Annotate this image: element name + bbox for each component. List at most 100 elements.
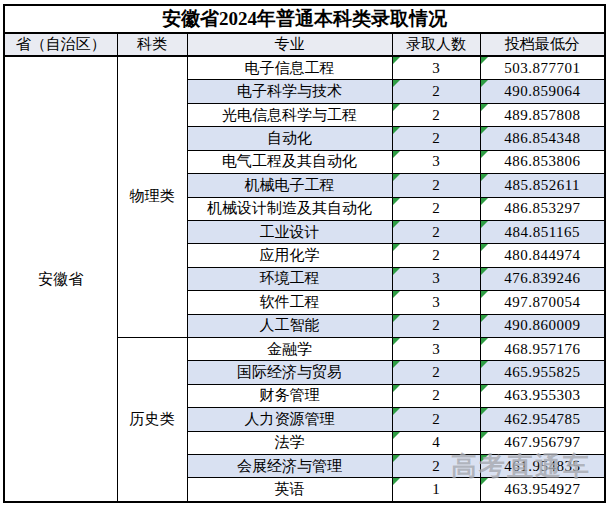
admission-table: 安徽省2024年普通本科类录取情况 省（自治区） 科类 专业 录取人数 投档最低… xyxy=(3,4,606,503)
major-cell: 国际经济与贸易 xyxy=(187,361,392,384)
admit-count: 2 xyxy=(432,177,440,193)
min-score-cell: 463.955303 xyxy=(480,384,605,407)
min-score: 489.857808 xyxy=(504,107,580,123)
category-cell-physics: 物理类 xyxy=(117,56,187,337)
admit-count: 2 xyxy=(432,317,440,333)
province-cell: 安徽省 xyxy=(4,56,117,502)
col-header-category: 科类 xyxy=(117,33,187,56)
excel-flag-triangle-icon xyxy=(393,221,400,228)
admit-count: 3 xyxy=(432,294,440,310)
major-cell: 机械电子工程 xyxy=(187,174,392,197)
min-score-cell: 463.954927 xyxy=(480,478,605,502)
excel-flag-triangle-icon xyxy=(393,338,400,345)
major-cell: 工业设计 xyxy=(187,220,392,243)
admit-count-cell: 2 xyxy=(392,314,480,337)
min-score: 463.954927 xyxy=(504,481,580,497)
min-score-cell: 486.854348 xyxy=(480,127,605,150)
admit-count-cell: 1 xyxy=(392,478,480,502)
admit-count: 2 xyxy=(432,458,440,474)
excel-flag-triangle-icon xyxy=(393,455,400,462)
excel-flag-triangle-icon xyxy=(393,57,400,64)
major-cell: 软件工程 xyxy=(187,291,392,314)
excel-flag-triangle-icon xyxy=(393,361,400,368)
major-cell: 金融学 xyxy=(187,337,392,360)
min-score: 467.956797 xyxy=(504,434,580,450)
major-cell: 人工智能 xyxy=(187,314,392,337)
excel-flag-triangle-icon xyxy=(481,338,488,345)
min-score: 486.854348 xyxy=(504,130,580,146)
min-score: 486.853806 xyxy=(504,153,580,169)
excel-flag-triangle-icon xyxy=(481,291,488,298)
admit-count-cell: 2 xyxy=(392,361,480,384)
min-score-cell: 467.956797 xyxy=(480,431,605,454)
excel-flag-triangle-icon xyxy=(393,478,400,485)
excel-flag-triangle-icon xyxy=(481,408,488,415)
major-cell: 环境工程 xyxy=(187,267,392,290)
admit-count-cell: 2 xyxy=(392,103,480,126)
major-cell: 财务管理 xyxy=(187,384,392,407)
admit-count: 2 xyxy=(432,387,440,403)
min-score-cell: 490.860009 xyxy=(480,314,605,337)
page-title: 安徽省2024年普通本科类录取情况 xyxy=(4,5,605,33)
excel-flag-triangle-icon xyxy=(393,104,400,111)
admit-count-cell: 2 xyxy=(392,127,480,150)
excel-flag-triangle-icon xyxy=(481,127,488,134)
excel-flag-triangle-icon xyxy=(393,268,400,275)
min-score: 485.852611 xyxy=(504,177,580,193)
admit-count: 2 xyxy=(432,83,440,99)
title-row: 安徽省2024年普通本科类录取情况 xyxy=(4,5,605,33)
major-cell: 人力资源管理 xyxy=(187,408,392,431)
min-score: 484.851165 xyxy=(504,224,580,240)
excel-flag-triangle-icon xyxy=(393,408,400,415)
excel-flag-triangle-icon xyxy=(481,80,488,87)
excel-flag-triangle-icon xyxy=(481,268,488,275)
min-score: 465.955825 xyxy=(504,364,580,380)
admit-count: 4 xyxy=(432,434,440,450)
excel-flag-triangle-icon xyxy=(481,315,488,322)
excel-flag-triangle-icon xyxy=(481,104,488,111)
min-score-cell: 503.877701 xyxy=(480,56,605,80)
min-score: 462.954785 xyxy=(504,411,580,427)
admit-count-cell: 3 xyxy=(392,267,480,290)
major-cell: 会展经济与管理 xyxy=(187,454,392,477)
excel-flag-triangle-icon xyxy=(481,57,488,64)
admit-count-cell: 2 xyxy=(392,197,480,220)
col-header-province: 省（自治区） xyxy=(4,33,117,56)
min-score-cell: 486.853297 xyxy=(480,197,605,220)
min-score: 486.853297 xyxy=(504,200,580,216)
admit-count-cell: 2 xyxy=(392,174,480,197)
admit-count-cell: 2 xyxy=(392,220,480,243)
admit-count-cell: 2 xyxy=(392,408,480,431)
min-score: 490.860009 xyxy=(504,317,580,333)
excel-flag-triangle-icon xyxy=(393,151,400,158)
major-cell: 机械设计制造及其自动化 xyxy=(187,197,392,220)
min-score-cell: 489.857808 xyxy=(480,103,605,126)
admit-count-cell: 2 xyxy=(392,80,480,103)
major-cell: 电气工程及其自动化 xyxy=(187,150,392,173)
major-cell: 法学 xyxy=(187,431,392,454)
admit-count-cell: 2 xyxy=(392,244,480,267)
admission-table-sheet: 安徽省2024年普通本科类录取情况 省（自治区） 科类 专业 录取人数 投档最低… xyxy=(3,4,606,503)
excel-flag-triangle-icon xyxy=(393,80,400,87)
min-score: 468.957176 xyxy=(504,341,580,357)
excel-flag-triangle-icon xyxy=(393,127,400,134)
min-score-cell: 497.870054 xyxy=(480,291,605,314)
header-row: 省（自治区） 科类 专业 录取人数 投档最低分 xyxy=(4,33,605,56)
excel-flag-triangle-icon xyxy=(481,174,488,181)
major-cell: 应用化学 xyxy=(187,244,392,267)
col-header-count: 录取人数 xyxy=(392,33,480,56)
admit-count: 3 xyxy=(432,341,440,357)
min-score: 461.954835 xyxy=(504,458,580,474)
min-score: 503.877701 xyxy=(504,60,580,76)
major-cell: 英语 xyxy=(187,478,392,502)
category-cell-history: 历史类 xyxy=(117,337,187,502)
excel-flag-triangle-icon xyxy=(481,361,488,368)
excel-flag-triangle-icon xyxy=(393,244,400,251)
admit-count: 2 xyxy=(432,411,440,427)
admit-count: 3 xyxy=(432,153,440,169)
admit-count-cell: 2 xyxy=(392,384,480,407)
excel-flag-triangle-icon xyxy=(393,198,400,205)
min-score-cell: 462.954785 xyxy=(480,408,605,431)
admit-count: 3 xyxy=(432,270,440,286)
admit-count: 1 xyxy=(432,481,440,497)
